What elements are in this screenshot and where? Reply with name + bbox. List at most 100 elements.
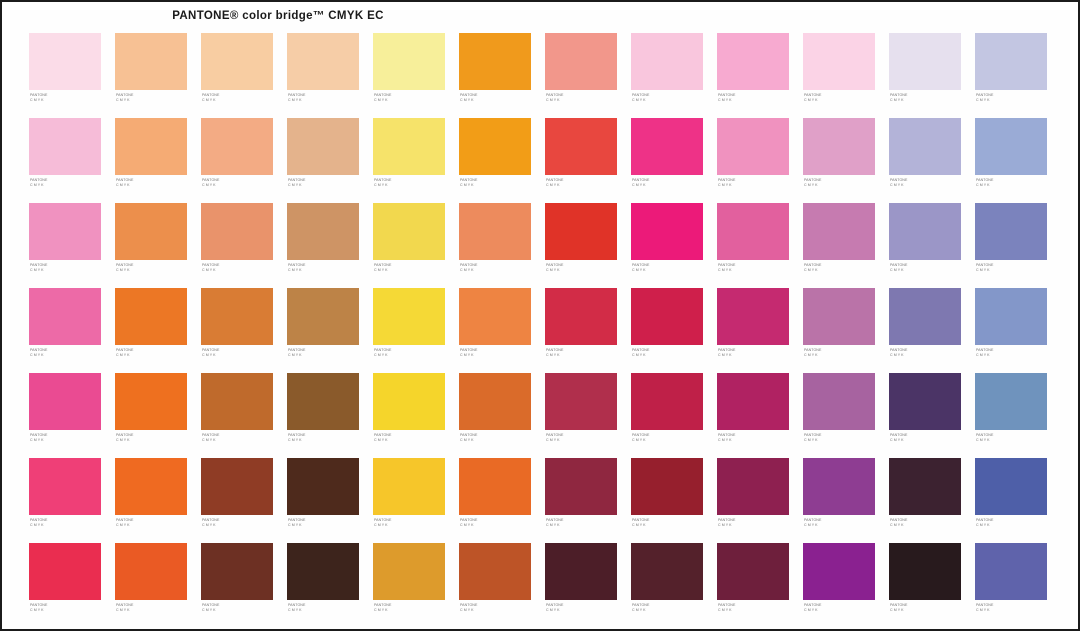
color-swatch (889, 458, 961, 515)
swatch-label: PANTONE C M Y K (890, 263, 960, 272)
swatch-cmyk-line: C M Y K (976, 607, 990, 612)
swatch-cmyk-line: C M Y K (460, 97, 474, 102)
swatch-cmyk-line: C M Y K (374, 437, 388, 442)
swatch-code-line: PANTONE (374, 178, 392, 182)
swatch-code-line: PANTONE (632, 348, 650, 352)
swatch-cmyk-line: C M Y K (30, 352, 44, 357)
color-swatch (631, 373, 703, 430)
swatch-cmyk-line: C M Y K (374, 522, 388, 527)
swatch-code-line: PANTONE (288, 178, 306, 182)
color-swatch (115, 203, 187, 260)
swatch-cell: PANTONE C M Y K (115, 33, 187, 118)
swatch-cmyk-line: C M Y K (546, 522, 560, 527)
swatch-code-line: PANTONE (546, 603, 564, 607)
swatch-code-line: PANTONE (116, 178, 134, 182)
swatch-code-line: PANTONE (116, 348, 134, 352)
swatch-cell: PANTONE C M Y K (287, 288, 359, 373)
swatch-cell: PANTONE C M Y K (803, 543, 875, 628)
swatch-cmyk-line: C M Y K (374, 97, 388, 102)
swatch-code-line: PANTONE (116, 603, 134, 607)
color-swatch (631, 118, 703, 175)
swatch-cell: PANTONE C M Y K (717, 458, 789, 543)
swatch-code-line: PANTONE (30, 178, 48, 182)
swatch-label: PANTONE C M Y K (804, 178, 874, 187)
swatch-label: PANTONE C M Y K (460, 603, 530, 612)
swatch-cmyk-line: C M Y K (460, 352, 474, 357)
swatch-cell: PANTONE C M Y K (459, 33, 531, 118)
swatch-code-line: PANTONE (718, 518, 736, 522)
swatch-cell: PANTONE C M Y K (717, 373, 789, 458)
swatch-cell: PANTONE C M Y K (545, 373, 617, 458)
swatch-cmyk-line: C M Y K (116, 607, 130, 612)
swatch-cmyk-line: C M Y K (288, 182, 302, 187)
swatch-cell: PANTONE C M Y K (631, 543, 703, 628)
color-swatch (717, 203, 789, 260)
swatch-cell: PANTONE C M Y K (803, 458, 875, 543)
swatch-code-line: PANTONE (374, 263, 392, 267)
swatch-label: PANTONE C M Y K (632, 433, 702, 442)
swatch-label: PANTONE C M Y K (804, 263, 874, 272)
color-swatch (29, 458, 101, 515)
swatch-label: PANTONE C M Y K (202, 518, 272, 527)
swatch-label: PANTONE C M Y K (546, 518, 616, 527)
color-swatch (717, 458, 789, 515)
swatch-code-line: PANTONE (976, 433, 994, 437)
swatch-code-line: PANTONE (976, 348, 994, 352)
swatch-label: PANTONE C M Y K (804, 348, 874, 357)
swatch-code-line: PANTONE (460, 603, 478, 607)
swatch-cmyk-line: C M Y K (718, 182, 732, 187)
swatch-cell: PANTONE C M Y K (459, 458, 531, 543)
swatch-code-line: PANTONE (30, 348, 48, 352)
color-swatch (115, 33, 187, 90)
color-swatch (889, 288, 961, 345)
swatch-label: PANTONE C M Y K (374, 518, 444, 527)
swatch-label: PANTONE C M Y K (890, 603, 960, 612)
swatch-cmyk-line: C M Y K (890, 97, 904, 102)
swatch-cmyk-line: C M Y K (546, 182, 560, 187)
swatch-cmyk-line: C M Y K (30, 97, 44, 102)
color-swatch (975, 118, 1047, 175)
swatch-code-line: PANTONE (374, 603, 392, 607)
swatch-cmyk-line: C M Y K (460, 607, 474, 612)
color-swatch (459, 543, 531, 600)
color-swatch (717, 118, 789, 175)
color-swatch (287, 33, 359, 90)
swatch-cell: PANTONE C M Y K (803, 118, 875, 203)
swatch-code-line: PANTONE (718, 263, 736, 267)
swatch-cmyk-line: C M Y K (374, 182, 388, 187)
swatch-code-line: PANTONE (804, 263, 822, 267)
swatch-label: PANTONE C M Y K (460, 348, 530, 357)
color-swatch (201, 203, 273, 260)
swatch-cmyk-line: C M Y K (116, 522, 130, 527)
swatch-code-line: PANTONE (804, 348, 822, 352)
color-swatch (631, 543, 703, 600)
swatch-label: PANTONE C M Y K (804, 93, 874, 102)
swatch-code-line: PANTONE (890, 178, 908, 182)
swatch-code-line: PANTONE (718, 433, 736, 437)
swatch-cmyk-line: C M Y K (632, 97, 646, 102)
swatch-cell: PANTONE C M Y K (201, 203, 273, 288)
swatch-cmyk-line: C M Y K (116, 437, 130, 442)
swatch-label: PANTONE C M Y K (374, 348, 444, 357)
swatch-cell: PANTONE C M Y K (373, 33, 445, 118)
swatch-cell: PANTONE C M Y K (717, 33, 789, 118)
swatch-code-line: PANTONE (804, 518, 822, 522)
swatch-code-line: PANTONE (202, 348, 220, 352)
swatch-cmyk-line: C M Y K (976, 522, 990, 527)
color-swatch (545, 203, 617, 260)
swatch-cell: PANTONE C M Y K (889, 118, 961, 203)
swatch-cell: PANTONE C M Y K (889, 33, 961, 118)
color-swatch (373, 118, 445, 175)
swatch-code-line: PANTONE (546, 518, 564, 522)
swatch-cmyk-line: C M Y K (546, 352, 560, 357)
color-swatch (459, 288, 531, 345)
swatch-code-line: PANTONE (632, 93, 650, 97)
swatch-cmyk-line: C M Y K (30, 182, 44, 187)
swatch-label: PANTONE C M Y K (374, 603, 444, 612)
swatch-label: PANTONE C M Y K (30, 348, 100, 357)
color-swatch (287, 543, 359, 600)
swatch-cmyk-line: C M Y K (632, 607, 646, 612)
swatch-cmyk-line: C M Y K (460, 182, 474, 187)
swatch-code-line: PANTONE (460, 433, 478, 437)
swatch-code-line: PANTONE (202, 518, 220, 522)
